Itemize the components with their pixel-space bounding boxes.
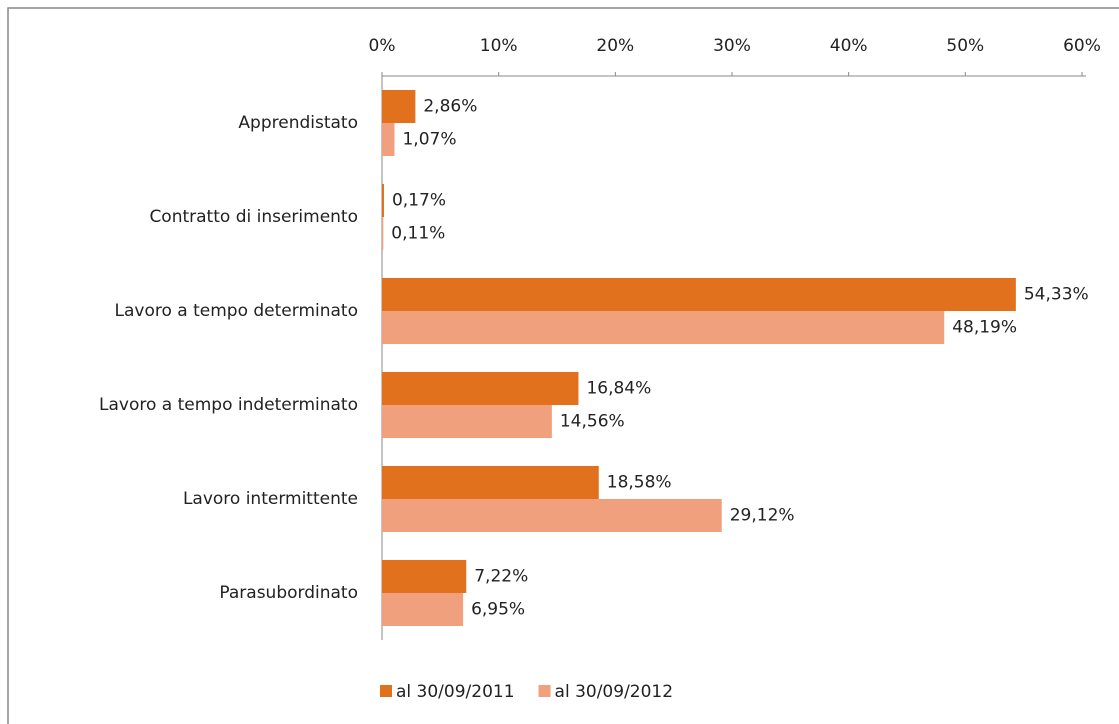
bar — [382, 278, 1016, 311]
y-tick-label: Lavoro intermittente — [183, 489, 358, 509]
bar — [382, 560, 467, 593]
legend-swatch — [380, 685, 392, 697]
y-tick-label: Contratto di inserimento — [149, 207, 358, 227]
bar — [382, 184, 384, 217]
y-tick-label: Apprendistato — [238, 113, 358, 133]
data-label: 16,84% — [586, 379, 651, 399]
y-tick-label: Lavoro a tempo indeterminato — [99, 395, 358, 415]
x-tick-label: 60% — [1063, 36, 1101, 56]
data-label: 54,33% — [1024, 285, 1089, 305]
legend-swatch — [538, 685, 551, 697]
legend-label: al 30/09/2012 — [555, 682, 674, 702]
data-label: 1,07% — [402, 130, 456, 150]
data-label: 29,12% — [730, 506, 795, 526]
x-tick-label: 40% — [830, 36, 868, 56]
data-label: 2,86% — [423, 97, 477, 117]
x-tick-label: 20% — [596, 36, 634, 56]
bar — [382, 90, 416, 123]
bar — [382, 499, 722, 532]
bar — [382, 466, 599, 499]
x-tick-label: 50% — [946, 36, 984, 56]
bar — [382, 217, 384, 250]
y-tick-label: Parasubordinato — [219, 583, 358, 603]
x-tick-label: 10% — [480, 36, 518, 56]
data-label: 0,11% — [391, 224, 445, 244]
x-tick-label: 30% — [713, 36, 751, 56]
bar — [382, 311, 945, 344]
data-label: 6,95% — [471, 600, 525, 620]
bar — [382, 405, 552, 438]
data-label: 7,22% — [474, 567, 528, 587]
bar — [382, 593, 464, 626]
x-tick-label: 0% — [369, 36, 396, 56]
data-label: 18,58% — [607, 473, 672, 493]
chart-frame — [7, 7, 1119, 724]
bar — [382, 123, 395, 156]
legend-label: al 30/09/2011 — [396, 682, 515, 702]
data-label: 48,19% — [952, 318, 1017, 338]
y-tick-label: Lavoro a tempo determinato — [115, 301, 358, 321]
data-label: 14,56% — [560, 412, 625, 432]
bar — [382, 372, 579, 405]
data-label: 0,17% — [392, 191, 446, 211]
